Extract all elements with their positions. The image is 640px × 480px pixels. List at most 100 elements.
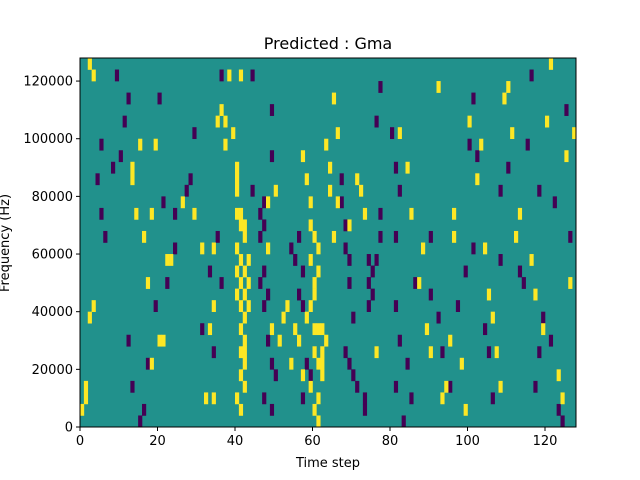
heatmap-cell-high <box>266 196 271 209</box>
heatmap-cell-high <box>564 150 569 163</box>
heatmap-cell-high <box>502 92 507 105</box>
heatmap-cell-high <box>355 173 360 186</box>
heatmap-background <box>80 58 576 427</box>
heatmap-cell-low <box>300 265 306 278</box>
heatmap-cell-high <box>238 300 244 312</box>
heatmap-cell-low <box>390 127 395 140</box>
heatmap-cell-high <box>200 242 205 255</box>
heatmap-cell-high <box>235 392 240 405</box>
heatmap-cell-low <box>405 357 410 370</box>
heatmap-cell-low <box>165 277 170 289</box>
heatmap-cell-low <box>440 346 445 359</box>
heatmap-cell-low <box>517 265 523 278</box>
x-tick-label: 80 <box>382 434 399 449</box>
heatmap-cell-low <box>378 81 383 93</box>
heatmap-cell-high <box>246 254 251 266</box>
heatmap-cell-high <box>483 242 488 255</box>
heatmap-cell-high <box>238 403 244 416</box>
heatmap-cell-high <box>293 323 298 336</box>
heatmap-cell-high <box>409 207 414 220</box>
heatmap-cell-low <box>525 138 530 151</box>
heatmap-cell-high <box>448 334 453 347</box>
heatmap-cell-high <box>91 300 96 312</box>
heatmap-cell-low <box>219 277 224 289</box>
heatmap-cell-low <box>486 346 492 359</box>
heatmap-cell-high <box>219 104 224 116</box>
x-tick-label: 20 <box>149 434 166 449</box>
heatmap-cell-low <box>262 196 267 209</box>
heatmap-cell-low <box>568 230 573 243</box>
heatmap-cell-high <box>362 207 368 220</box>
heatmap-cell-high <box>312 277 317 289</box>
heatmap-cell-high <box>91 69 96 82</box>
heatmap-cell-low <box>262 265 267 278</box>
heatmap-cell-low <box>552 196 557 209</box>
heatmap-cell-high <box>157 334 162 347</box>
heatmap-cell-high <box>289 357 294 370</box>
heatmap-cell-low <box>393 300 399 312</box>
heatmap-cell-low <box>273 369 278 382</box>
heatmap-cell-high <box>479 138 484 151</box>
heatmap-cell-low <box>192 127 197 140</box>
heatmap-cell-high <box>297 334 302 347</box>
heatmap-cell-high <box>161 334 166 347</box>
heatmap-cell-high <box>242 311 247 324</box>
heatmap-cell-low <box>184 184 189 197</box>
heatmap-cell-low <box>483 323 488 336</box>
heatmap-cell-high <box>238 219 244 232</box>
heatmap-cell-high <box>308 196 313 209</box>
heatmap-cell-high <box>235 161 240 174</box>
heatmap-cell-high <box>87 58 92 70</box>
heatmap-cell-low <box>467 138 472 151</box>
heatmap-cell-low <box>207 265 213 278</box>
heatmap-cell-high <box>223 138 228 151</box>
heatmap-cell-high <box>517 207 523 220</box>
heatmap-cell-high <box>320 346 325 359</box>
heatmap-cell-high <box>235 207 240 220</box>
heatmap-cell-high <box>242 230 247 243</box>
heatmap-cell-high <box>83 380 89 393</box>
heatmap-cell-high <box>467 115 472 128</box>
heatmap-cell-low <box>266 334 271 347</box>
y-tick-label: 100000 <box>23 132 73 147</box>
heatmap-cell-low <box>351 369 356 382</box>
heatmap-cell-low <box>436 311 441 324</box>
heatmap-cell-low <box>95 173 100 186</box>
heatmap-cell-high <box>207 323 213 336</box>
heatmap-cell-low <box>556 403 561 416</box>
heatmap-cell-high <box>545 115 550 128</box>
heatmap-cell-low <box>262 392 267 405</box>
heatmap-cell-high <box>130 173 135 186</box>
heatmap-cell-high <box>142 230 147 243</box>
heatmap-cell-high <box>560 392 565 405</box>
heatmap-cell-low <box>374 115 379 128</box>
heatmap-cell-low <box>300 392 306 405</box>
heatmap-cell-high <box>320 323 325 336</box>
heatmap-cell-low <box>362 392 368 405</box>
heatmap-cell-high <box>312 288 317 301</box>
heatmap-cell-high <box>331 230 337 243</box>
y-tick-label: 0 <box>65 421 73 436</box>
heatmap-cell-low <box>161 196 166 209</box>
heatmap-cell-low <box>560 415 565 428</box>
heatmap-cell-high <box>211 300 216 312</box>
heatmap-cell-high <box>514 230 519 243</box>
heatmap-cell-high <box>316 392 321 405</box>
plot-frame <box>79 57 577 428</box>
heatmap-cell-high <box>475 173 480 186</box>
heatmap-cell-high <box>312 403 317 416</box>
heatmap-cell-low <box>548 334 554 347</box>
heatmap-cell-high <box>246 277 251 289</box>
heatmap-cell-low <box>533 380 538 393</box>
heatmap-cell-high <box>235 288 240 301</box>
y-axis-label: Frequency (Hz) <box>0 194 13 292</box>
heatmap-cell-high <box>444 380 449 393</box>
heatmap-cell-high <box>80 403 85 416</box>
heatmap-cell-low <box>339 196 344 209</box>
y-tick-label: 40000 <box>32 305 73 320</box>
heatmap-cell-low <box>142 403 147 416</box>
heatmap-cell-high <box>428 346 433 359</box>
heatmap-cell-low <box>347 254 352 266</box>
heatmap-cell-high <box>533 288 538 301</box>
heatmap-cell-high <box>374 346 379 359</box>
